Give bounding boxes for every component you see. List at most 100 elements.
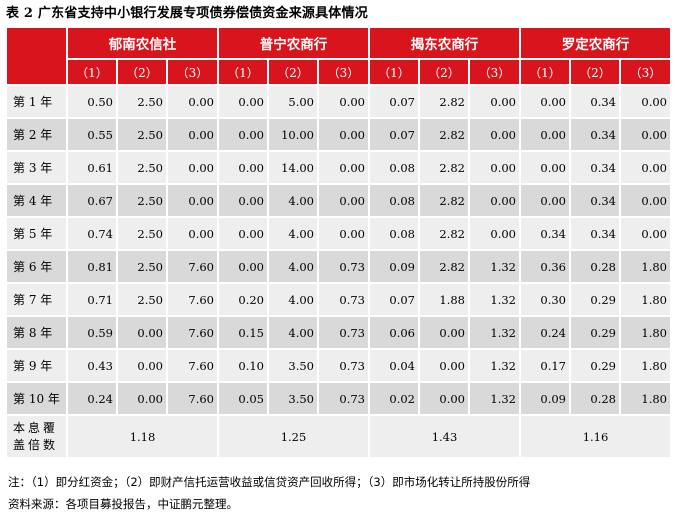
sub-header-cell: （2） [571, 60, 619, 84]
table-row: 第 8 年 0.59 0.00 7.60 0.15 4.00 0.73 0.06 0.00 1.3… [7, 317, 670, 348]
table-cell: 0.00 [621, 218, 670, 249]
table-cell: 0.07 [370, 119, 418, 150]
table-row: 第 1 年 0.50 2.50 0.00 0.00 5.00 0.00 0.07 2.82 0.0… [7, 86, 670, 117]
table-cell: 4.00 [269, 185, 317, 216]
table-cell: 0.00 [219, 119, 267, 150]
table-cell: 0.00 [219, 86, 267, 117]
table-row: 第 10 年 0.24 0.00 7.60 0.05 3.50 0.73 0.02 0.00 1.… [7, 383, 670, 414]
table-cell: 1.80 [621, 317, 670, 348]
row-label: 第 1 年 [7, 86, 66, 117]
table-cell: 0.00 [319, 152, 368, 183]
table-cell: 7.60 [168, 383, 217, 414]
debt-repayment-table: 郁南农信社 普宁农商行 揭东农商行 罗定农商行 （1） （2） （3） （1） （2）（… [5, 26, 672, 459]
table-cell: 0.28 [571, 251, 619, 282]
table-cell: 7.60 [168, 350, 217, 381]
table-cell: 0.00 [168, 152, 217, 183]
table-cell: 0.06 [370, 317, 418, 348]
table-cell: 0.00 [319, 119, 368, 150]
coverage-value: 1.16 [521, 416, 670, 457]
table-cell: 0.08 [370, 152, 418, 183]
table-cell: 4.00 [269, 317, 317, 348]
table-cell: 0.43 [68, 350, 116, 381]
table-cell: 1.32 [470, 284, 519, 315]
table-cell: 1.32 [470, 383, 519, 414]
table-cell: 0.73 [319, 317, 368, 348]
sub-header-cell: （2） [118, 60, 166, 84]
coverage-label: 本息覆盖倍数 [7, 416, 66, 457]
table-cell: 0.28 [571, 383, 619, 414]
sub-header-cell: （2） [269, 60, 317, 84]
table-cell: 0.00 [621, 152, 670, 183]
table-cell: 2.50 [118, 284, 166, 315]
table-cell: 0.02 [370, 383, 418, 414]
table-title: 表 2 广东省支持中小银行发展专项债券偿债资金来源具体情况 [6, 6, 368, 21]
table-cell: 0.73 [319, 383, 368, 414]
table-cell: 0.00 [521, 86, 569, 117]
table-cell: 0.00 [470, 185, 519, 216]
table-cell: 0.00 [168, 185, 217, 216]
row-label: 第 4 年 [7, 185, 66, 216]
sub-header-cell: （2） [420, 60, 468, 84]
table-cell: 0.00 [168, 119, 217, 150]
table-cell: 0.00 [118, 350, 166, 381]
table-cell: 1.80 [621, 350, 670, 381]
table-cell: 0.00 [521, 119, 569, 150]
table-cell: 2.82 [420, 218, 468, 249]
row-label: 第 8 年 [7, 317, 66, 348]
table-cell: 0.34 [571, 185, 619, 216]
table-cell: 0.34 [571, 119, 619, 150]
sub-header-cell: （3） [470, 60, 519, 84]
table-cell: 2.50 [118, 152, 166, 183]
row-label: 第 6 年 [7, 251, 66, 282]
table-cell: 0.00 [470, 218, 519, 249]
sub-header-cell: （3） [621, 60, 670, 84]
header-bank-yunan: 郁南农信社 [68, 28, 217, 58]
table-row: 第 9 年 0.43 0.00 7.60 0.10 3.50 0.73 0.04 0.00 1.3… [7, 350, 670, 381]
table-cell: 0.30 [521, 284, 569, 315]
table-cell: 10.00 [269, 119, 317, 150]
coverage-value: 1.43 [370, 416, 519, 457]
table-cell: 0.00 [621, 86, 670, 117]
table-cell: 1.32 [470, 350, 519, 381]
coverage-row: 本息覆盖倍数 1.18 1.25 1.43 1.16 [7, 416, 670, 457]
table-cell: 0.15 [219, 317, 267, 348]
table-row: 第 7 年 0.71 2.50 7.60 0.20 4.00 0.73 0.07 1.88 1.3… [7, 284, 670, 315]
table-cell: 2.82 [420, 86, 468, 117]
table-cell: 0.00 [219, 152, 267, 183]
table-cell: 14.00 [269, 152, 317, 183]
table-cell: 0.10 [219, 350, 267, 381]
sub-header-cell: （3） [319, 60, 368, 84]
table-row: 第 2 年 0.55 2.50 0.00 0.00 10.00 0.00 0.07 2.82 0.… [7, 119, 670, 150]
table-cell: 0.00 [420, 317, 468, 348]
table-cell: 7.60 [168, 251, 217, 282]
table-cell: 2.82 [420, 185, 468, 216]
table-cell: 0.08 [370, 185, 418, 216]
table-cell: 0.81 [68, 251, 116, 282]
table-cell: 0.20 [219, 284, 267, 315]
header-bank-puning: 普宁农商行 [219, 28, 368, 58]
table-cell: 0.29 [571, 350, 619, 381]
table-cell: 3.50 [269, 350, 317, 381]
table-note: 注：（1）即分红资金；（2）即财产信托运营收益或信贷资产回收所得；（3）即市场化… [8, 475, 531, 489]
row-label: 第 3 年 [7, 152, 66, 183]
table-cell: 1.88 [420, 284, 468, 315]
table-cell: 2.50 [118, 86, 166, 117]
table-cell: 0.55 [68, 119, 116, 150]
table-cell: 0.00 [621, 119, 670, 150]
sub-header-cell: （3） [168, 60, 217, 84]
sub-header-cell: （1） [521, 60, 569, 84]
table-cell: 0.00 [118, 383, 166, 414]
table-cell: 0.00 [319, 185, 368, 216]
table-cell: 0.00 [118, 317, 166, 348]
coverage-value: 1.25 [219, 416, 368, 457]
table-cell: 1.80 [621, 284, 670, 315]
table-cell: 0.34 [571, 218, 619, 249]
coverage-value: 1.18 [68, 416, 217, 457]
table-cell: 0.00 [470, 152, 519, 183]
table-cell: 4.00 [269, 284, 317, 315]
table-cell: 0.36 [521, 251, 569, 282]
table-cell: 1.32 [470, 317, 519, 348]
table-cell: 0.00 [420, 350, 468, 381]
table-cell: 2.50 [118, 119, 166, 150]
table-cell: 0.00 [168, 218, 217, 249]
